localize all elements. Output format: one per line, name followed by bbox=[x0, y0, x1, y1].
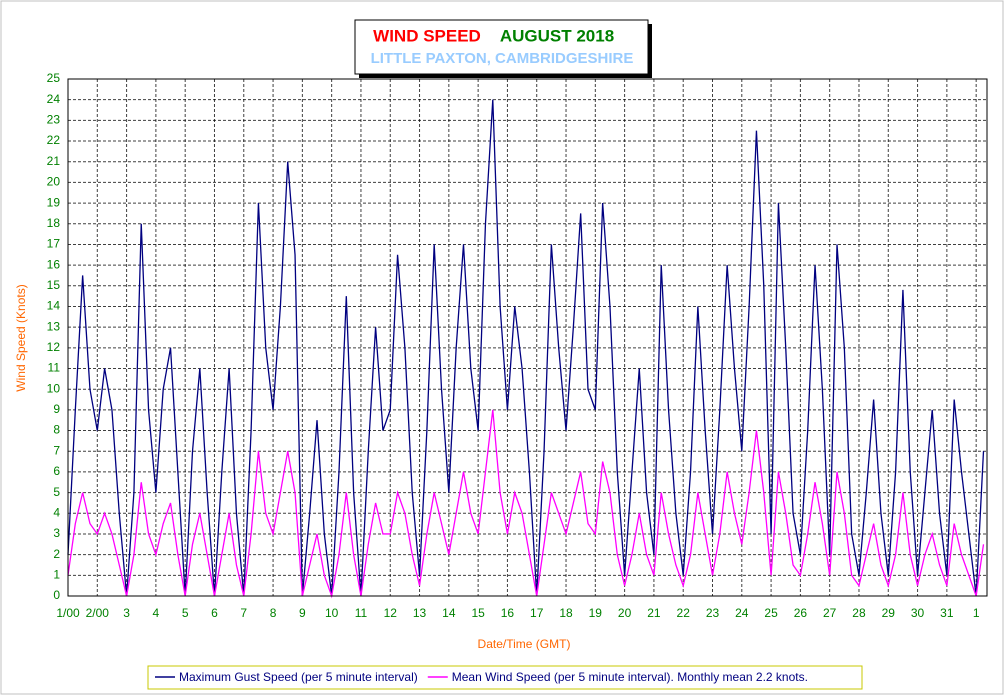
chart-title: WIND SPEED bbox=[373, 26, 481, 45]
x-tick-label: 13 bbox=[413, 606, 427, 620]
x-tick-label: 8 bbox=[270, 606, 277, 620]
x-tick-label: 25 bbox=[764, 606, 778, 620]
x-tick-label: 26 bbox=[794, 606, 808, 620]
series-line bbox=[67, 99, 985, 597]
y-tick-label: 23 bbox=[47, 113, 61, 127]
y-tick-label: 17 bbox=[47, 237, 61, 251]
x-tick-label: 14 bbox=[442, 606, 456, 620]
x-tick-label: 6 bbox=[211, 606, 218, 620]
y-tick-label: 15 bbox=[47, 278, 61, 292]
y-tick-label: 12 bbox=[47, 340, 61, 354]
x-tick-label: 24 bbox=[735, 606, 749, 620]
legend-label: Maximum Gust Speed (per 5 minute interva… bbox=[179, 670, 418, 684]
y-tick-label: 10 bbox=[47, 381, 61, 395]
chart-subtitle: LITTLE PAXTON, CAMBRIDGESHIRE bbox=[371, 50, 634, 67]
y-tick-label: 19 bbox=[47, 195, 61, 209]
y-tick-label: 9 bbox=[53, 402, 60, 416]
y-tick-label: 4 bbox=[53, 505, 60, 519]
x-tick-label: 16 bbox=[501, 606, 515, 620]
x-tick-label: 1 bbox=[973, 606, 980, 620]
x-tick-label: 21 bbox=[647, 606, 661, 620]
y-axis-label: Wind Speed (Knots) bbox=[14, 284, 28, 391]
y-tick-label: 24 bbox=[47, 92, 61, 106]
x-tick-label: 1/00 bbox=[56, 606, 80, 620]
y-tick-label: 20 bbox=[47, 175, 61, 189]
y-tick-label: 3 bbox=[53, 526, 60, 540]
y-tick-label: 0 bbox=[53, 588, 60, 602]
x-tick-label: 28 bbox=[852, 606, 866, 620]
y-tick-label: 25 bbox=[47, 71, 61, 85]
x-tick-label: 5 bbox=[182, 606, 189, 620]
x-tick-label: 17 bbox=[530, 606, 544, 620]
y-tick-label: 13 bbox=[47, 319, 61, 333]
title-box bbox=[354, 19, 649, 75]
x-tick-label: 3 bbox=[123, 606, 130, 620]
x-tick-label: 11 bbox=[355, 606, 368, 620]
series-line bbox=[67, 409, 985, 599]
x-tick-label: 29 bbox=[882, 606, 896, 620]
y-tick-label: 1 bbox=[53, 567, 60, 581]
y-tick-label: 11 bbox=[48, 361, 61, 375]
x-tick-label: 15 bbox=[471, 606, 485, 620]
x-axis-label: Date/Time (GMT) bbox=[478, 637, 571, 651]
legend-label: Mean Wind Speed (per 5 minute interval).… bbox=[452, 670, 808, 684]
y-tick-label: 5 bbox=[53, 485, 60, 499]
y-tick-label: 18 bbox=[47, 216, 61, 230]
x-tick-label: 20 bbox=[618, 606, 632, 620]
legend bbox=[147, 665, 863, 690]
y-tick-label: 22 bbox=[47, 133, 61, 147]
x-tick-label: 18 bbox=[559, 606, 573, 620]
x-tick-label: 31 bbox=[940, 606, 954, 620]
y-tick-label: 2 bbox=[53, 547, 60, 561]
x-tick-label: 19 bbox=[589, 606, 603, 620]
x-tick-label: 2/00 bbox=[86, 606, 110, 620]
plot-frame bbox=[67, 78, 988, 597]
x-tick-label: 12 bbox=[384, 606, 398, 620]
y-tick-label: 16 bbox=[47, 257, 61, 271]
y-tick-label: 14 bbox=[47, 299, 61, 313]
y-tick-label: 6 bbox=[53, 464, 60, 478]
x-tick-label: 9 bbox=[299, 606, 306, 620]
x-tick-label: 10 bbox=[325, 606, 339, 620]
chart-title-date: AUGUST 2018 bbox=[500, 26, 614, 45]
x-tick-label: 27 bbox=[823, 606, 837, 620]
x-tick-label: 30 bbox=[911, 606, 925, 620]
x-tick-label: 23 bbox=[706, 606, 720, 620]
x-tick-label: 4 bbox=[153, 606, 160, 620]
y-tick-label: 8 bbox=[53, 423, 60, 437]
x-tick-label: 22 bbox=[677, 606, 691, 620]
y-tick-label: 21 bbox=[47, 154, 61, 168]
x-tick-label: 7 bbox=[240, 606, 247, 620]
y-tick-label: 7 bbox=[53, 443, 60, 457]
